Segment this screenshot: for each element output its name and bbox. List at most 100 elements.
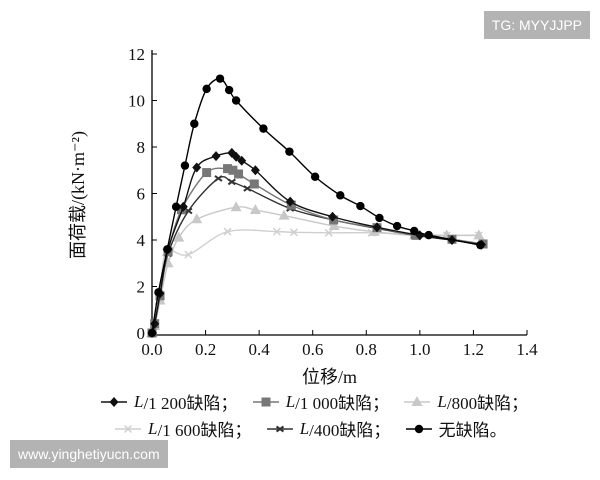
legend-label: /400缺陷；	[309, 421, 391, 440]
y-tick-label: 4	[137, 231, 146, 250]
legend-row-2: L/1 600缺陷； L/400缺陷； 无缺陷。	[114, 416, 517, 441]
legend-item: 无缺陷。	[405, 416, 507, 441]
data-point	[392, 221, 402, 231]
data-point	[278, 209, 290, 220]
data-point	[234, 169, 244, 179]
data-point	[227, 178, 236, 186]
series-circle	[147, 74, 485, 338]
legend-label-italic: L	[285, 391, 296, 411]
data-point	[190, 119, 199, 128]
data-point	[230, 201, 242, 212]
data-point	[223, 164, 233, 174]
legend-label: /1 600缺陷；	[157, 421, 252, 440]
data-point	[259, 124, 268, 133]
data-point	[215, 74, 225, 83]
series-line	[151, 77, 481, 334]
y-tick-label: 12	[128, 45, 145, 64]
legend-swatch-5	[405, 424, 432, 433]
data-point	[202, 168, 212, 178]
data-point	[272, 227, 281, 236]
data-point	[176, 205, 186, 215]
legend-label: 无缺陷。	[438, 421, 507, 440]
series-line	[151, 206, 479, 334]
x-tick-label: 0.2	[195, 340, 216, 359]
legend-label: /800缺陷；	[446, 394, 529, 413]
data-point	[192, 162, 202, 173]
data-point	[173, 231, 185, 242]
data-point	[243, 185, 252, 192]
x-axis-label: 位移/m	[302, 367, 357, 387]
data-point	[211, 151, 221, 162]
series-line	[151, 167, 484, 334]
series-square	[147, 164, 488, 338]
data-point	[184, 250, 193, 259]
data-point	[372, 222, 382, 233]
legend-item: L/1 200缺陷；	[100, 389, 237, 414]
data-point	[178, 201, 188, 212]
legend-marker	[411, 395, 423, 406]
legend-label-italic: L	[134, 391, 144, 411]
data-point	[424, 230, 433, 240]
data-point	[328, 220, 340, 231]
data-point	[184, 207, 193, 215]
data-point	[285, 196, 295, 207]
data-point	[410, 226, 419, 236]
data-point	[289, 228, 298, 237]
series-line	[151, 175, 482, 334]
data-point	[237, 155, 247, 166]
legend-swatch-0	[101, 396, 127, 407]
data-point	[231, 96, 241, 105]
data-point	[180, 161, 190, 170]
data-point	[310, 172, 320, 181]
legend-marker	[261, 397, 271, 406]
data-point	[223, 227, 232, 236]
data-point	[231, 151, 241, 162]
legend-item: L/800缺陷；	[403, 389, 528, 414]
data-point	[249, 204, 261, 215]
data-point	[191, 213, 203, 224]
data-point	[324, 228, 333, 237]
data-point	[473, 229, 485, 240]
data-point	[249, 179, 259, 189]
legend-label: /1 200缺陷；	[143, 394, 238, 413]
watermark-top: TG: MYYJJPP	[483, 11, 590, 39]
series-triangle	[146, 201, 485, 337]
data-point	[328, 211, 338, 222]
legend-swatch-2	[404, 395, 431, 406]
data-point	[171, 202, 181, 211]
legend-swatch-4	[266, 425, 293, 432]
data-point	[202, 84, 211, 94]
series-x	[147, 227, 483, 338]
x-tick-label: 1.0	[409, 340, 430, 359]
y-tick-label: 6	[137, 185, 146, 204]
data-point	[147, 328, 157, 338]
data-point	[224, 85, 234, 95]
legend-marker	[123, 424, 133, 433]
y-tick-label: 8	[137, 138, 146, 157]
x-tick-label: 0.4	[249, 340, 271, 359]
y-tick-label: 2	[137, 278, 146, 297]
legend-swatch-3	[115, 424, 141, 433]
x-tick-label: 1.2	[463, 340, 484, 359]
y-tick-label: 10	[128, 92, 145, 111]
legend-label: /1 000缺陷；	[295, 394, 390, 413]
data-point	[336, 191, 345, 200]
data-point	[476, 240, 485, 250]
legend-item: L/400缺陷；	[266, 416, 391, 441]
legend-item: L/1 600缺陷；	[114, 416, 251, 441]
watermark-bottom: www.yinghetiyucn.com	[10, 440, 168, 468]
x-tick-label: 0.6	[302, 340, 323, 359]
data-point	[250, 165, 260, 176]
legend-row-1: L/1 200缺陷； L/1 000缺陷； L/800缺陷；	[100, 389, 538, 414]
series-line	[151, 229, 479, 334]
series-dash	[147, 175, 486, 337]
legend-marker	[414, 424, 423, 433]
x-tick-label: 0.8	[356, 340, 377, 359]
legend-label-italic: L	[148, 418, 158, 438]
data-point	[285, 147, 294, 156]
legend-label-italic: L	[299, 418, 310, 438]
y-axis-label: 面荷载/(kN·m⁻²)	[68, 131, 89, 259]
data-point	[375, 213, 384, 223]
data-point	[228, 165, 238, 175]
x-tick-label: 1.4	[516, 340, 538, 359]
